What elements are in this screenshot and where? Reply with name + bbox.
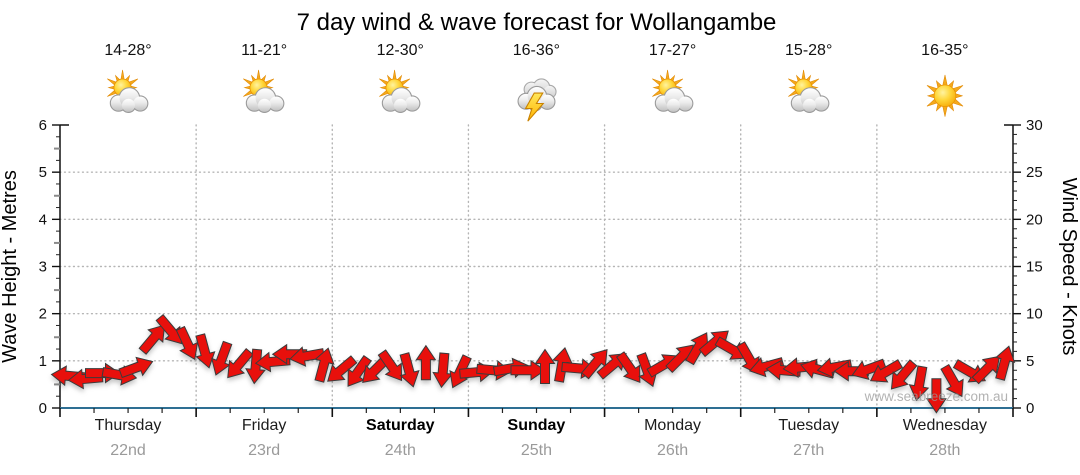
xaxis-day-saturday: Saturday — [366, 417, 435, 434]
right-tick-label: 25 — [1026, 164, 1043, 181]
temp-label-tuesday: 15-28° — [785, 42, 833, 59]
xaxis-day-sunday: Sunday — [507, 417, 566, 434]
right-tick-label: 20 — [1026, 211, 1043, 228]
wind-arrow — [432, 352, 454, 389]
storm-icon — [517, 78, 557, 122]
wind-arrow — [155, 313, 183, 345]
left-tick-label: 2 — [39, 306, 47, 323]
left-tick-label: 3 — [39, 259, 47, 276]
temp-label-monday: 17-27° — [648, 42, 697, 59]
partly-cloudy-icon — [243, 69, 285, 113]
wind-arrow — [615, 351, 641, 384]
wind-arrow — [869, 359, 904, 383]
partly-cloudy-icon — [107, 69, 149, 113]
xaxis-date: 26th — [656, 442, 689, 459]
wind-arrow — [399, 352, 420, 388]
right-tick-label: 0 — [1026, 400, 1034, 417]
weather-icon-slot — [332, 64, 468, 124]
wind-arrow — [271, 343, 308, 365]
xaxis-day-friday: Friday — [241, 417, 287, 434]
weather-icon-slot — [196, 64, 332, 124]
watermark: www.seabreeze.com.au — [864, 389, 1008, 404]
right-tick-label: 10 — [1026, 306, 1043, 323]
wind-arrow — [890, 359, 918, 390]
wind-arrow — [748, 357, 785, 378]
temp-label-wednesday: 16-35° — [921, 42, 969, 59]
wind-arrow — [227, 347, 254, 379]
xaxis-date: 22nd — [110, 442, 146, 459]
partly-cloudy-icon — [787, 69, 830, 113]
wind-arrow — [908, 365, 930, 402]
xaxis-day-thursday: Thursday — [94, 417, 162, 434]
wind-arrow — [581, 348, 608, 380]
wind-arrow — [995, 345, 1016, 381]
wind-arrow — [377, 349, 403, 382]
xaxis-date: 23rd — [248, 442, 281, 459]
wind-arrow — [314, 347, 335, 383]
left-tick-label: 5 — [39, 164, 47, 181]
weather-icon-slot — [60, 64, 196, 124]
wind-arrow — [327, 355, 358, 382]
wind-arrow — [534, 348, 556, 384]
right-tick-label: 15 — [1026, 259, 1043, 276]
xaxis-day-monday: Monday — [644, 417, 702, 434]
wind-arrow — [971, 355, 1001, 385]
weather-icon-slot — [605, 64, 741, 124]
weather-icon-slot — [877, 64, 1013, 124]
weather-icon-slot — [741, 64, 877, 124]
xaxis-date: 27th — [793, 442, 825, 459]
wind-arrow — [415, 344, 437, 381]
right-tick-label: 30 — [1026, 117, 1043, 134]
page-title: 7 day wind & wave forecast for Wollangam… — [296, 9, 777, 36]
left-tick-label: 1 — [39, 353, 47, 370]
temp-label-thursday: 14-28° — [104, 42, 152, 59]
xaxis-date: 28th — [929, 442, 961, 459]
weather-icon-slot — [468, 64, 604, 124]
wind-arrow — [510, 359, 546, 381]
wind-arrow — [347, 354, 372, 387]
temp-label-sunday: 16-36° — [512, 42, 561, 59]
wind-arrow — [195, 333, 216, 369]
xaxis-day-wednesday: Wednesday — [902, 417, 987, 434]
partly-cloudy-icon — [651, 69, 693, 113]
wind-arrow-layer — [50, 313, 1016, 414]
temp-label-saturday: 12-30° — [376, 42, 424, 59]
sunny-icon — [926, 74, 964, 117]
wind-arrow — [851, 358, 887, 380]
wind-arrow — [175, 325, 199, 361]
wind-arrow — [940, 363, 964, 398]
left-axis-title: Wave Height - Metres — [0, 170, 21, 363]
wind-arrow — [211, 340, 233, 376]
wind-arrow — [925, 378, 947, 414]
wind-arrow — [138, 324, 166, 355]
wind-arrow — [685, 332, 709, 366]
right-tick-label: 5 — [1026, 353, 1034, 370]
partly-cloudy-icon — [379, 69, 421, 113]
wind-arrow — [289, 346, 325, 367]
left-tick-label: 6 — [39, 117, 47, 134]
xaxis-date: 24th — [384, 442, 416, 459]
wind-arrow — [118, 356, 154, 379]
temp-label-friday: 11-21° — [241, 42, 288, 59]
left-tick-label: 0 — [39, 400, 47, 417]
left-tick-label: 4 — [39, 211, 47, 228]
right-axis-title: Wind Speed - Knots — [1058, 178, 1080, 356]
xaxis-day-tuesday: Tuesday — [778, 417, 840, 434]
wind-arrow — [245, 348, 266, 385]
xaxis-date: 25th — [520, 442, 552, 459]
wind-arrow — [816, 357, 853, 379]
